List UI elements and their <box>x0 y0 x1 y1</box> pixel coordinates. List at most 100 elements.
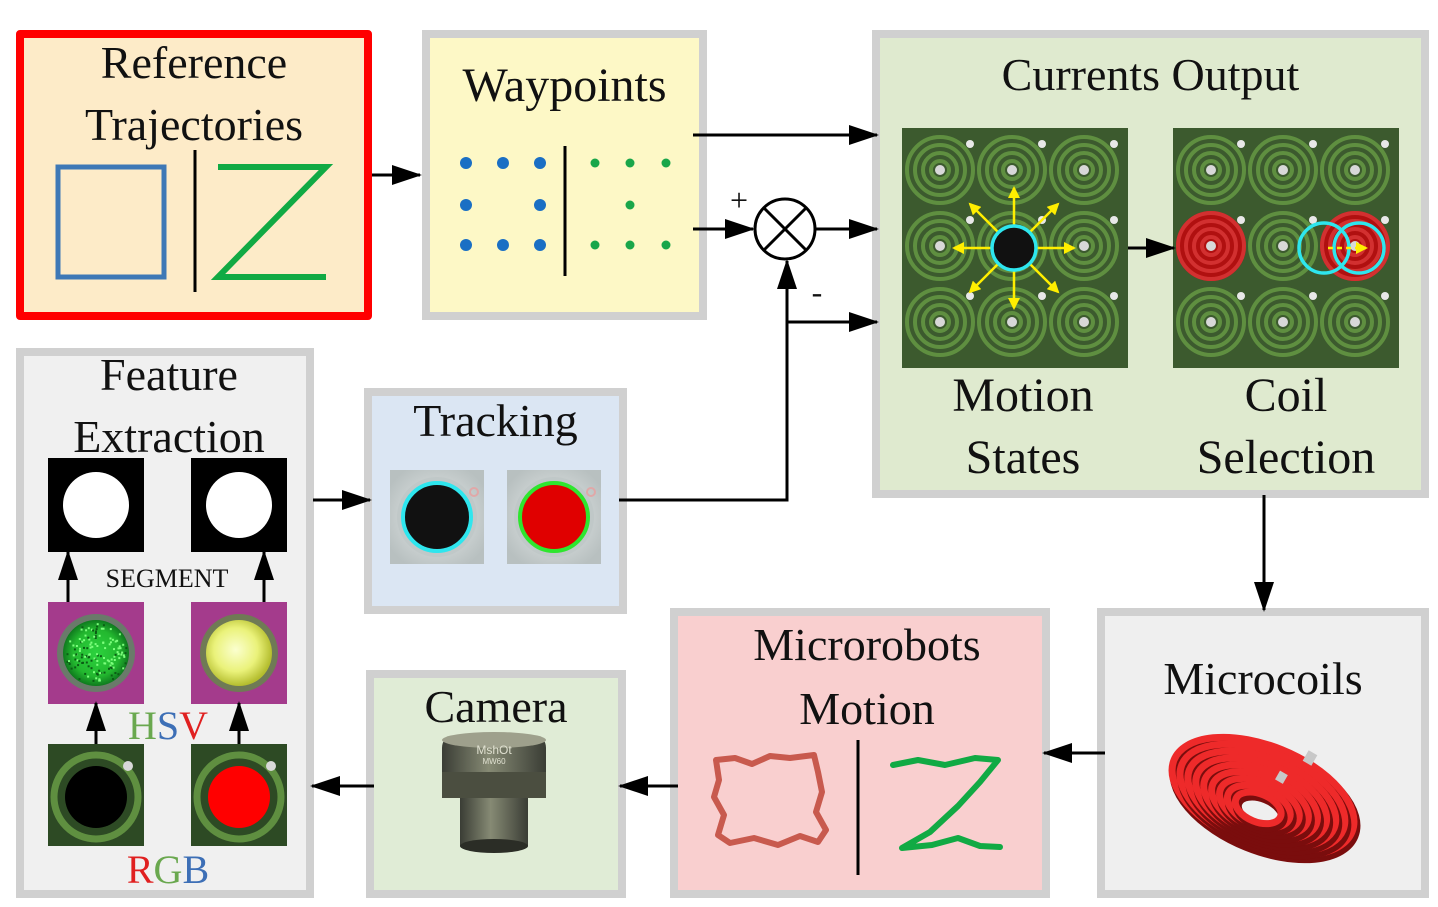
connectors <box>58 125 1274 796</box>
noise-speckle <box>90 628 93 631</box>
noise-speckle <box>94 643 97 646</box>
noise-speckle <box>94 637 97 639</box>
noise-speckle <box>78 638 81 640</box>
noise-speckle <box>104 647 107 650</box>
rgb-g-letter: G <box>153 847 183 892</box>
noise-speckle <box>96 645 99 647</box>
noise-speckle <box>114 672 117 674</box>
noise-speckle <box>121 651 124 654</box>
feature-extraction-title-line2: Extraction <box>73 411 265 462</box>
square-trajectory-icon <box>55 164 167 280</box>
camera-title: Camera <box>424 681 568 732</box>
noise-speckle <box>84 634 87 637</box>
waypoint-dot <box>625 240 635 250</box>
noise-speckle <box>93 657 96 660</box>
noise-speckle <box>102 624 105 627</box>
coil-cell <box>1248 135 1318 205</box>
waypoint-dot <box>661 240 671 250</box>
coil-cell <box>977 287 1047 357</box>
camera-block <box>366 670 626 898</box>
waypoint-dot <box>625 200 635 210</box>
next-robot-outline <box>1332 221 1386 275</box>
noise-speckle <box>95 677 98 680</box>
noise-speckle <box>108 667 110 670</box>
noise-speckle <box>123 655 126 658</box>
noise-speckle <box>99 672 102 675</box>
waypoint-dot <box>590 240 600 250</box>
noise-speckle <box>96 654 99 657</box>
microrobots-title-line2: Motion <box>799 683 935 734</box>
noise-speckle <box>96 663 99 666</box>
noise-speckle <box>119 647 122 650</box>
noise-speckle <box>76 659 79 662</box>
noise-speckle <box>103 671 106 674</box>
summing-junction <box>753 197 817 261</box>
noise-speckle <box>109 637 112 640</box>
noise-speckle <box>109 666 112 669</box>
camera-icon <box>442 732 546 853</box>
noise-speckle <box>80 628 83 631</box>
noise-speckle <box>81 640 84 643</box>
hsv-v-letter: V <box>179 703 209 748</box>
noise-speckle <box>87 627 90 630</box>
coil-cell <box>1320 287 1390 357</box>
green-waypoints <box>590 158 671 250</box>
waypoints-title: Waypoints <box>462 59 667 112</box>
waypoint-dot <box>590 158 600 168</box>
tracking-title: Tracking <box>413 395 578 446</box>
noise-speckle <box>83 639 86 642</box>
waypoint-dot <box>534 239 546 251</box>
noise-speckle <box>109 628 112 631</box>
noise-speckle <box>78 660 81 663</box>
noise-speckle <box>83 646 85 649</box>
microcoil-spiral-icon <box>1168 733 1361 864</box>
coil-selection-label-line2: Selection <box>1196 431 1376 484</box>
noise-speckle <box>92 679 95 682</box>
waypoint-dot <box>460 157 472 169</box>
noise-speckle <box>114 653 117 656</box>
noise-speckle <box>90 667 93 670</box>
noise-speckle <box>96 625 99 628</box>
noise-speckle <box>93 671 95 674</box>
coil-cell <box>1176 135 1246 205</box>
noise-speckle <box>117 647 120 650</box>
noise-speckle <box>108 660 111 663</box>
waypoint-dot <box>534 199 546 211</box>
noise-speckle <box>90 659 93 662</box>
noise-speckle <box>84 672 87 675</box>
coil-turn <box>1231 788 1285 828</box>
noise-speckle <box>78 678 81 681</box>
noise-speckle <box>100 627 103 630</box>
noise-speckle <box>120 653 123 656</box>
noise-speckle <box>122 667 125 670</box>
noise-speckle <box>113 659 116 661</box>
motion-states-label-line2: States <box>965 431 1081 484</box>
motion-states-coil-grid <box>905 135 1119 357</box>
noise-speckle <box>124 652 127 655</box>
noise-speckle <box>68 663 71 665</box>
hsv-h-letter: H <box>127 703 157 748</box>
noise-speckle <box>116 639 119 642</box>
z-trajectory-icon <box>210 164 334 280</box>
noise-speckle <box>118 657 121 660</box>
noise-speckle <box>94 632 97 635</box>
coil-cell <box>1049 135 1119 205</box>
rgb-label: RGB <box>110 850 226 890</box>
waypoint-dot <box>460 199 472 211</box>
noise-speckle <box>70 667 73 670</box>
coil-selection-coil-grid <box>1176 135 1390 357</box>
noise-speckle <box>108 643 111 646</box>
waypoint-dot <box>497 157 509 169</box>
noise-speckle <box>81 653 84 656</box>
noise-speckle <box>98 634 101 637</box>
noise-speckle <box>84 655 87 658</box>
noise-speckle <box>80 656 83 659</box>
waypoint-dot <box>497 239 509 251</box>
coil-cell <box>905 135 975 205</box>
coil-cell <box>1320 135 1390 205</box>
noise-speckle <box>89 643 92 646</box>
noise-speckle <box>86 647 89 650</box>
waypoint-dot <box>460 239 472 251</box>
